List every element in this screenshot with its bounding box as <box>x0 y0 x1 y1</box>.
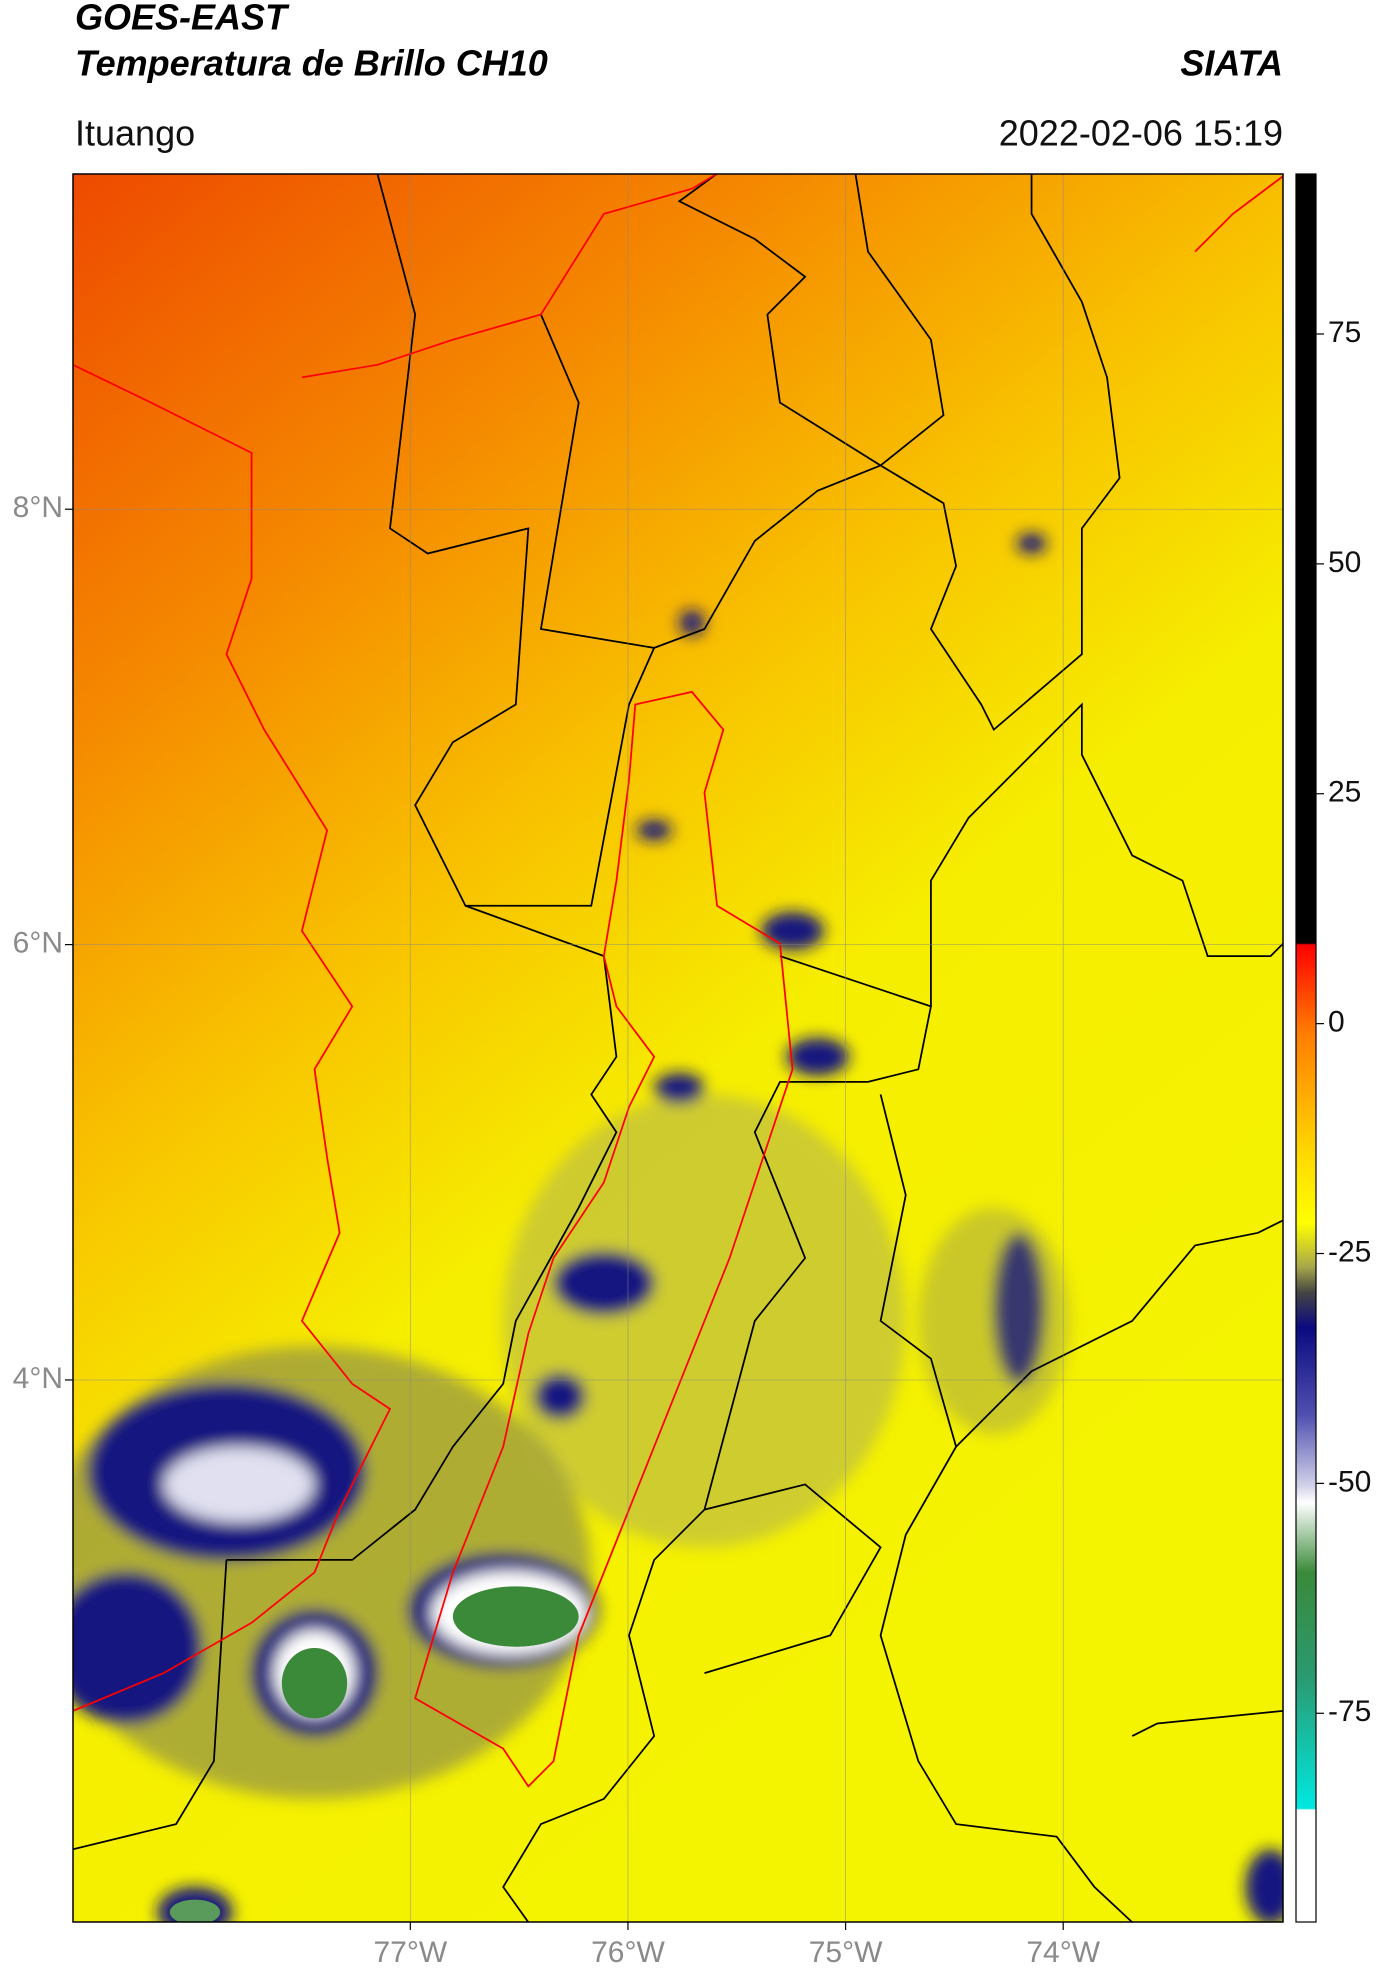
y-tick-label: 4°N <box>13 1362 63 1395</box>
colorbar-tick-label: 50 <box>1328 546 1361 579</box>
colorbar-tick-label: -50 <box>1328 1465 1371 1498</box>
colorbar <box>1295 173 1317 1923</box>
colorbar-tick-label: -25 <box>1328 1235 1371 1268</box>
colorbar-tick-label: 75 <box>1328 316 1361 349</box>
x-tick-label: 77°W <box>373 1936 447 1969</box>
agency: SIATA <box>1180 43 1283 84</box>
title: GOES-EAST <box>75 0 290 38</box>
map-image <box>73 174 1283 1922</box>
colorbar-tick-label: 0 <box>1328 1006 1345 1039</box>
datetime: 2022-02-06 15:19 <box>999 113 1283 154</box>
colorbar-tick-label: 25 <box>1328 776 1361 809</box>
y-tick-label: 6°N <box>13 927 63 960</box>
colorbar-tick-label: -75 <box>1328 1695 1371 1728</box>
subtitle: Temperatura de Brillo CH10 <box>75 43 548 84</box>
map-frame <box>72 173 1284 1923</box>
x-tick-label: 74°W <box>1026 1936 1100 1969</box>
location: Ituango <box>75 113 195 154</box>
x-tick-label: 75°W <box>809 1936 883 1969</box>
graticule <box>73 174 1283 1922</box>
y-tick-label: 8°N <box>13 491 63 524</box>
x-tick-label: 76°W <box>591 1936 665 1969</box>
